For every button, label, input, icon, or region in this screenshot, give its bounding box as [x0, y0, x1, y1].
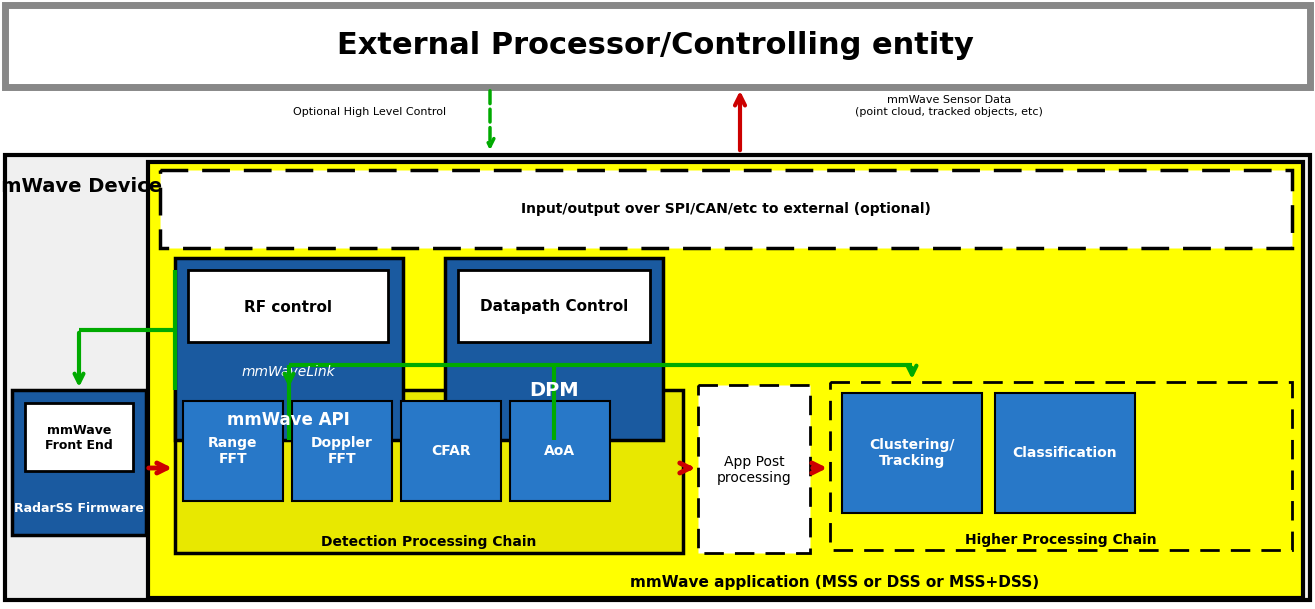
- Text: Input/output over SPI/CAN/etc to external (optional): Input/output over SPI/CAN/etc to externa…: [521, 202, 931, 216]
- Bar: [458, 270, 650, 342]
- Bar: [995, 393, 1135, 513]
- Text: mmWave API: mmWave API: [226, 411, 350, 429]
- Text: AoA: AoA: [544, 444, 576, 458]
- Text: mmWave
Front End: mmWave Front End: [45, 424, 113, 452]
- Bar: [149, 162, 1303, 598]
- Text: mmWave Device: mmWave Device: [0, 177, 163, 197]
- Text: Optional High Level Control: Optional High Level Control: [293, 107, 447, 117]
- Bar: [401, 401, 501, 501]
- Text: Detection Processing Chain: Detection Processing Chain: [321, 535, 537, 549]
- Text: App Post
processing: App Post processing: [717, 455, 792, 485]
- Text: mmWave application (MSS or DSS or MSS+DSS): mmWave application (MSS or DSS or MSS+DS…: [630, 574, 1040, 590]
- Text: RF control: RF control: [245, 300, 331, 314]
- Text: mmWaveLink: mmWaveLink: [241, 365, 335, 379]
- Bar: [12, 390, 146, 535]
- Bar: [698, 385, 810, 553]
- Bar: [183, 401, 283, 501]
- Bar: [830, 382, 1293, 550]
- Bar: [175, 390, 682, 553]
- Bar: [5, 155, 1310, 600]
- Text: Classification: Classification: [1013, 446, 1118, 460]
- Text: External Processor/Controlling entity: External Processor/Controlling entity: [337, 32, 973, 60]
- Bar: [842, 393, 982, 513]
- Text: RadarSS Firmware: RadarSS Firmware: [14, 501, 143, 515]
- Bar: [5, 5, 1310, 87]
- Bar: [160, 170, 1293, 248]
- Bar: [444, 258, 663, 440]
- Bar: [510, 401, 610, 501]
- Bar: [188, 270, 388, 342]
- Bar: [292, 401, 392, 501]
- Text: Range
FFT: Range FFT: [208, 436, 258, 466]
- Text: Datapath Control: Datapath Control: [480, 300, 629, 314]
- Text: Higher Processing Chain: Higher Processing Chain: [965, 533, 1157, 547]
- Text: mmWave Sensor Data
(point cloud, tracked objects, etc): mmWave Sensor Data (point cloud, tracked…: [855, 95, 1043, 117]
- Text: Clustering/
Tracking: Clustering/ Tracking: [869, 438, 955, 468]
- Bar: [175, 258, 402, 440]
- Text: CFAR: CFAR: [431, 444, 471, 458]
- Text: DPM: DPM: [529, 381, 579, 400]
- Bar: [25, 403, 133, 471]
- Text: Doppler
FFT: Doppler FFT: [312, 436, 373, 466]
